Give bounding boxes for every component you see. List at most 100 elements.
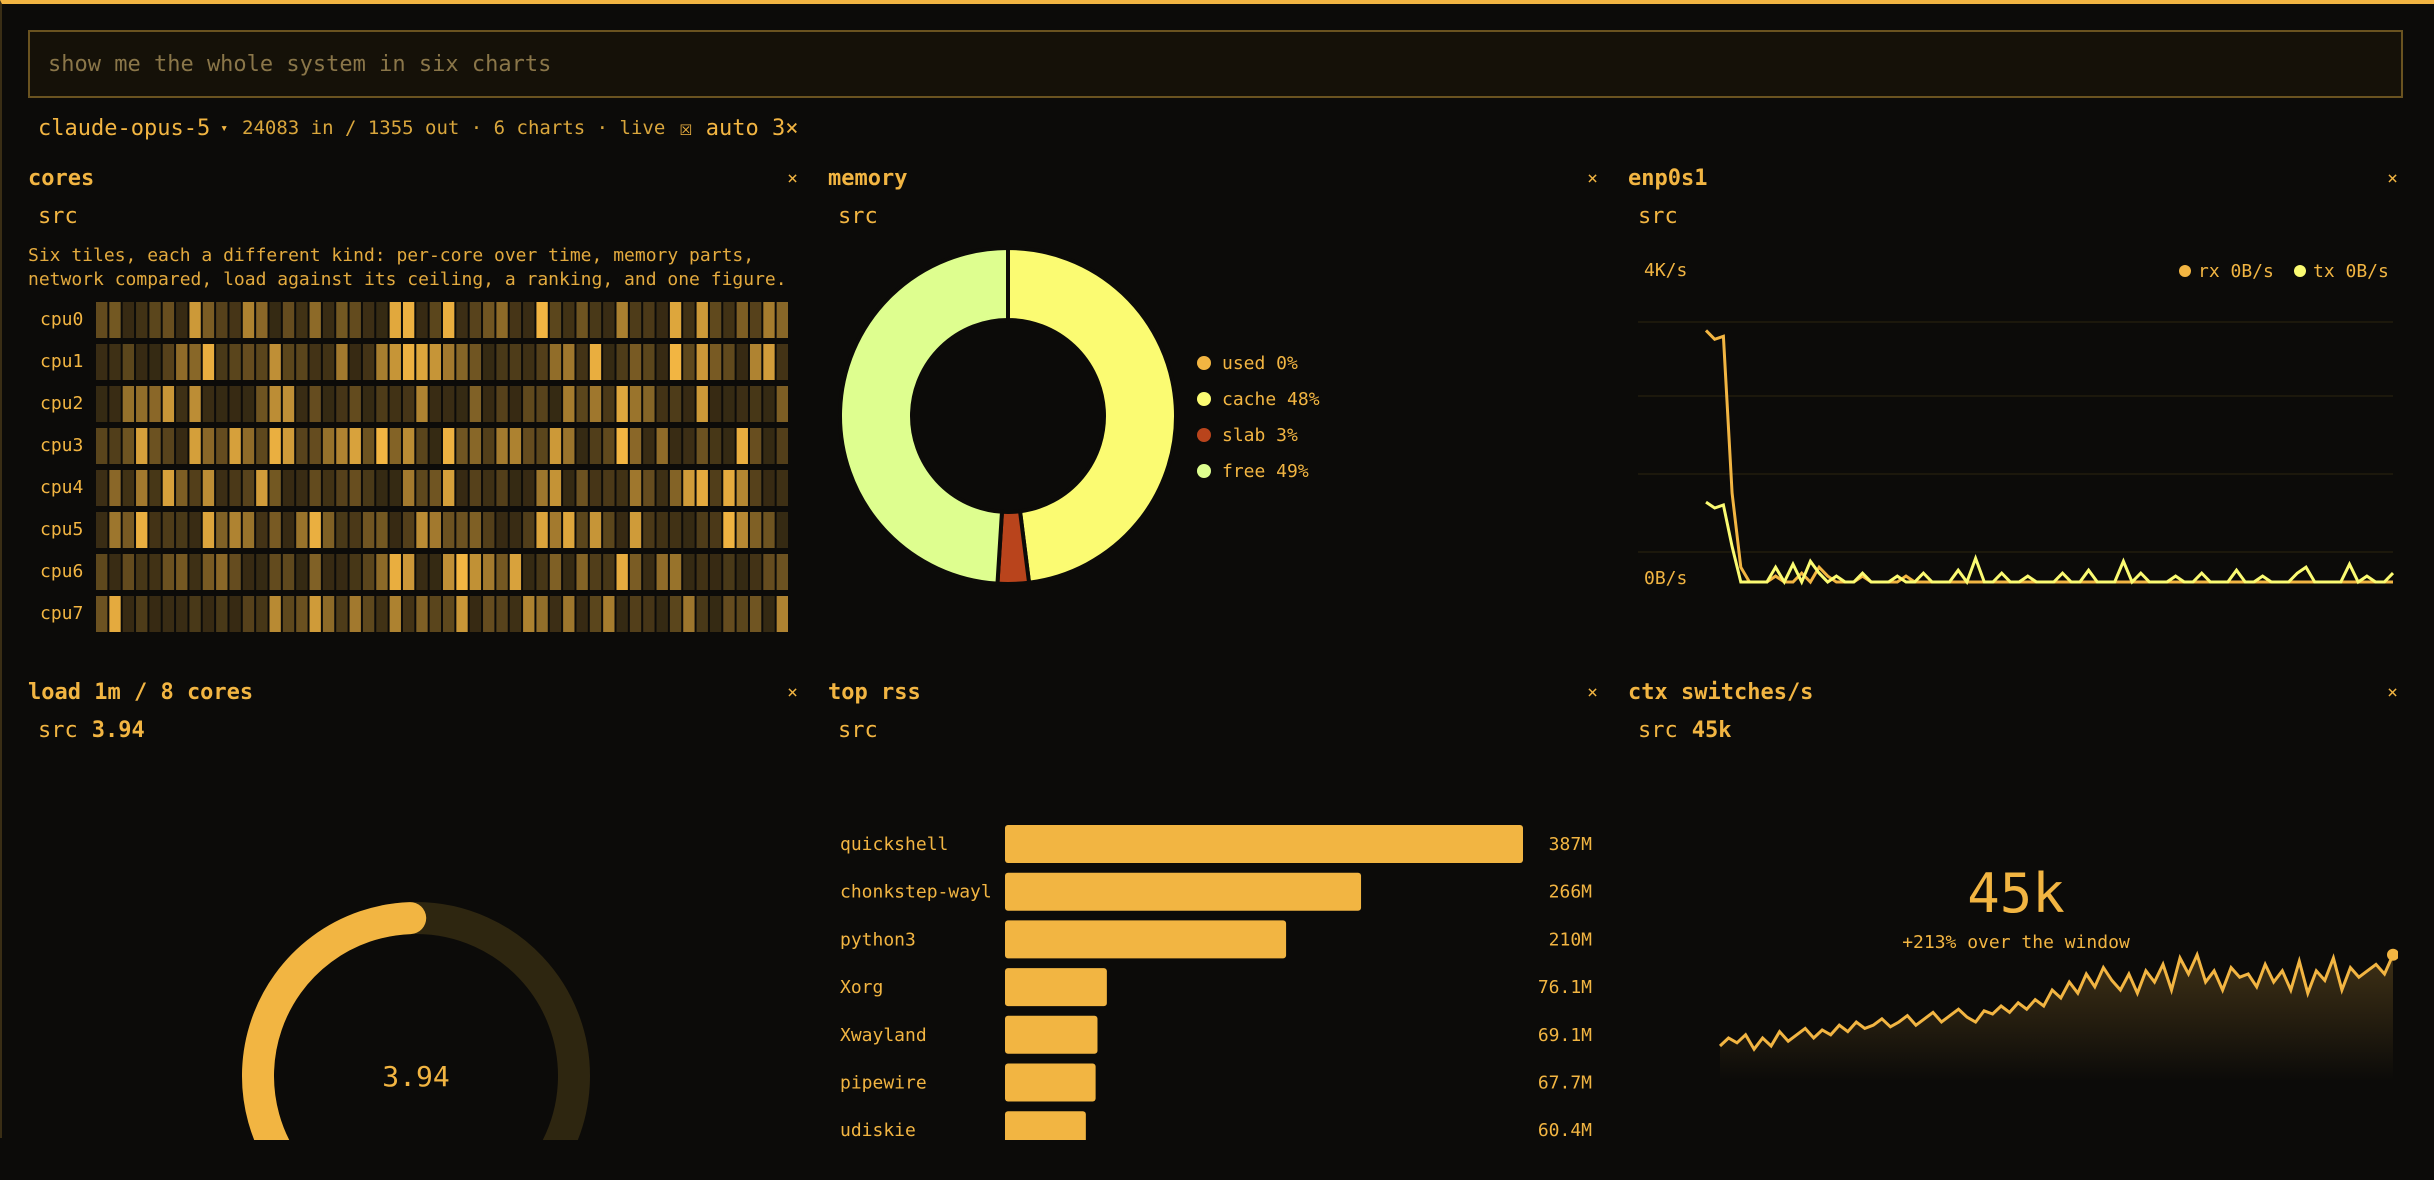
- core-cell: [189, 470, 201, 506]
- core-cell: [709, 596, 722, 632]
- bar-name: quickshell: [840, 834, 948, 855]
- core-cell: [656, 344, 668, 380]
- close-icon[interactable]: ×: [2387, 168, 2398, 189]
- close-icon[interactable]: ×: [1587, 682, 1598, 703]
- core-cell: [563, 512, 575, 548]
- core-cell: [776, 344, 788, 380]
- core-cell: [643, 386, 655, 422]
- core-cell: [149, 554, 161, 590]
- core-cell: [723, 596, 735, 632]
- close-icon[interactable]: ×: [1587, 168, 1598, 189]
- core-cell: [149, 596, 161, 632]
- core-cell: [683, 386, 695, 422]
- legend-label: slab 3%: [1222, 425, 1298, 446]
- core-cell: [736, 344, 748, 380]
- core-cell: [269, 344, 281, 380]
- core-cell: [309, 512, 321, 548]
- core-cell: [109, 554, 121, 590]
- prompt-input[interactable]: [28, 30, 2403, 98]
- core-cell: [229, 470, 241, 506]
- sparkline-line: [1718, 950, 2395, 1052]
- core-cell: [242, 344, 255, 380]
- core-cell: [483, 344, 495, 380]
- core-cell: [296, 302, 308, 338]
- core-cell: [122, 344, 135, 380]
- core-label: cpu0: [40, 309, 83, 330]
- model-selector[interactable]: claude-opus-5: [38, 115, 211, 141]
- core-cell: [336, 344, 348, 380]
- core-cell: [469, 302, 482, 338]
- core-cell: [149, 302, 161, 338]
- core-cell: [469, 470, 482, 506]
- core-cell: [763, 302, 775, 338]
- core-cell: [683, 344, 695, 380]
- core-cell: [763, 512, 775, 548]
- core-cell: [176, 596, 188, 632]
- src-link[interactable]: src: [1638, 204, 1678, 229]
- core-cell: [149, 428, 161, 464]
- close-icon[interactable]: ×: [2387, 682, 2398, 703]
- core-cell: [603, 344, 615, 380]
- core-label: cpu7: [40, 603, 83, 624]
- gauge-value: 3.94: [382, 1060, 449, 1093]
- tile-title: memory: [828, 166, 908, 191]
- memory-donut-chart: used 0% cache 48% slab 3% free 49%: [838, 245, 1320, 586]
- core-cell: [656, 386, 668, 422]
- core-cell: [429, 386, 441, 422]
- core-cell: [362, 386, 375, 422]
- core-cell: [629, 470, 642, 506]
- core-cell: [603, 596, 615, 632]
- core-cell: [469, 596, 482, 632]
- core-cell: [723, 386, 735, 422]
- core-cell: [483, 386, 495, 422]
- core-cell: [629, 344, 642, 380]
- core-cell: [523, 470, 535, 506]
- src-value: 45k: [1691, 718, 1732, 743]
- core-cell: [563, 470, 575, 506]
- core-cell: [96, 428, 108, 464]
- core-cell: [563, 302, 575, 338]
- bar-value: 210M: [1549, 929, 1593, 950]
- core-cell: [656, 596, 668, 632]
- core-cell: [643, 470, 655, 506]
- core-cell: [723, 470, 735, 506]
- delta-label: +213% over the window: [1902, 932, 2130, 953]
- core-cell: [429, 344, 441, 380]
- core-cell: [109, 302, 121, 338]
- core-cell: [416, 470, 428, 506]
- chevron-down-icon[interactable]: ▾: [220, 120, 229, 136]
- core-cell: [256, 428, 268, 464]
- core-cell: [349, 554, 361, 590]
- src-link[interactable]: src: [1638, 718, 1678, 743]
- core-cell: [269, 386, 281, 422]
- core-cell: [162, 302, 175, 338]
- core-cell: [282, 470, 295, 506]
- core-cell: [496, 596, 508, 632]
- core-cell: [563, 386, 575, 422]
- big-figure: 45k: [1967, 862, 2065, 925]
- core-cell: [776, 554, 788, 590]
- src-link[interactable]: src: [38, 204, 78, 229]
- close-icon[interactable]: ×: [787, 682, 798, 703]
- core-cell: [149, 386, 161, 422]
- core-cell: [336, 512, 348, 548]
- tile-title: ctx switches/s: [1628, 680, 1814, 705]
- core-cell: [616, 344, 628, 380]
- core-cell: [509, 428, 522, 464]
- src-link[interactable]: src: [838, 204, 878, 229]
- sparkline-area: [1720, 954, 2393, 1080]
- close-icon[interactable]: ×: [787, 168, 798, 189]
- core-cell: [402, 302, 415, 338]
- src-link[interactable]: src: [838, 718, 878, 743]
- core-cell: [122, 512, 135, 548]
- core-cell: [523, 512, 535, 548]
- src-link[interactable]: src: [38, 718, 78, 743]
- core-cell: [749, 554, 762, 590]
- core-cell: [616, 596, 628, 632]
- core-cell: [589, 344, 602, 380]
- core-cell: [269, 554, 281, 590]
- core-cell: [709, 512, 722, 548]
- auto-toggle[interactable]: ☒ auto 3×: [679, 115, 799, 141]
- core-cell: [576, 428, 588, 464]
- core-cell: [616, 302, 628, 338]
